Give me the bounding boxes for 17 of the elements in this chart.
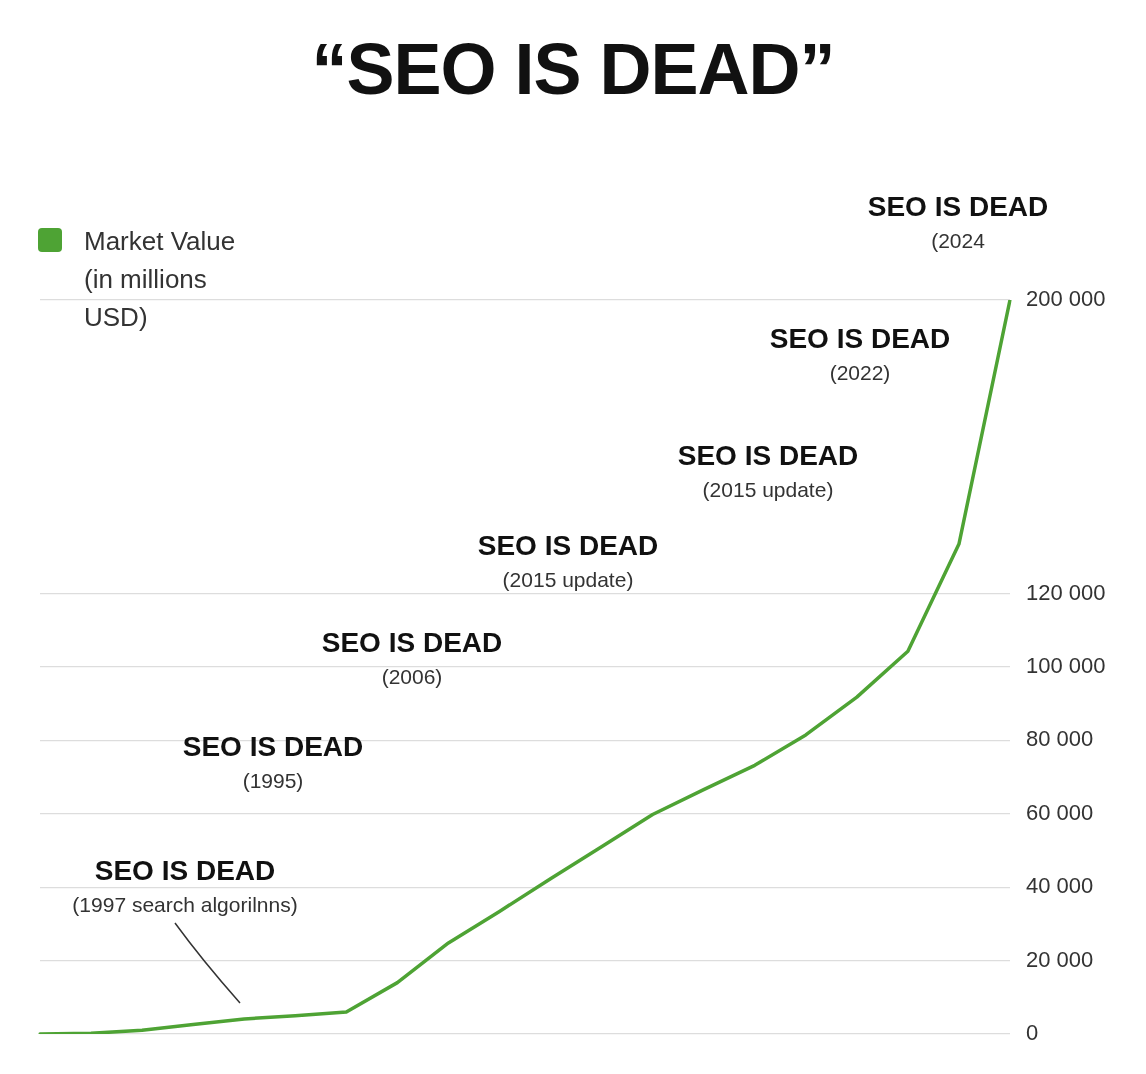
y-tick-label: 80 000 [1026, 726, 1094, 752]
y-tick-label: 40 000 [1026, 873, 1094, 899]
annotation: SEO IS DEAD (1997 search algorilnns) [72, 854, 298, 916]
annotation: SEO IS DEAD (2022) [769, 322, 951, 384]
annotation: SEO IS DEAD (1995) [182, 730, 364, 792]
chart-title: “SEO IS DEAD” [310, 28, 836, 110]
text: SEO IS DEAD (2024 [867, 190, 1049, 252]
y-tick-label: 20 000 [1026, 946, 1094, 972]
y-tick-label: 60 000 [1026, 799, 1094, 825]
annotation: SEO IS DEAD (2006) [321, 626, 503, 688]
legend-label: Market Value (in millions USD) [84, 225, 237, 334]
y-tick-label: 0 [1026, 1020, 1039, 1046]
y-tick-label: 200 000 [1026, 286, 1106, 312]
annotation: SEO IS DEAD (2015 update) [677, 439, 859, 501]
y-tick-label: 120 000 [1026, 579, 1106, 605]
y-tick-label: 100 000 [1026, 653, 1106, 679]
annotation: SEO IS DEAD (2015 update) [477, 529, 659, 591]
